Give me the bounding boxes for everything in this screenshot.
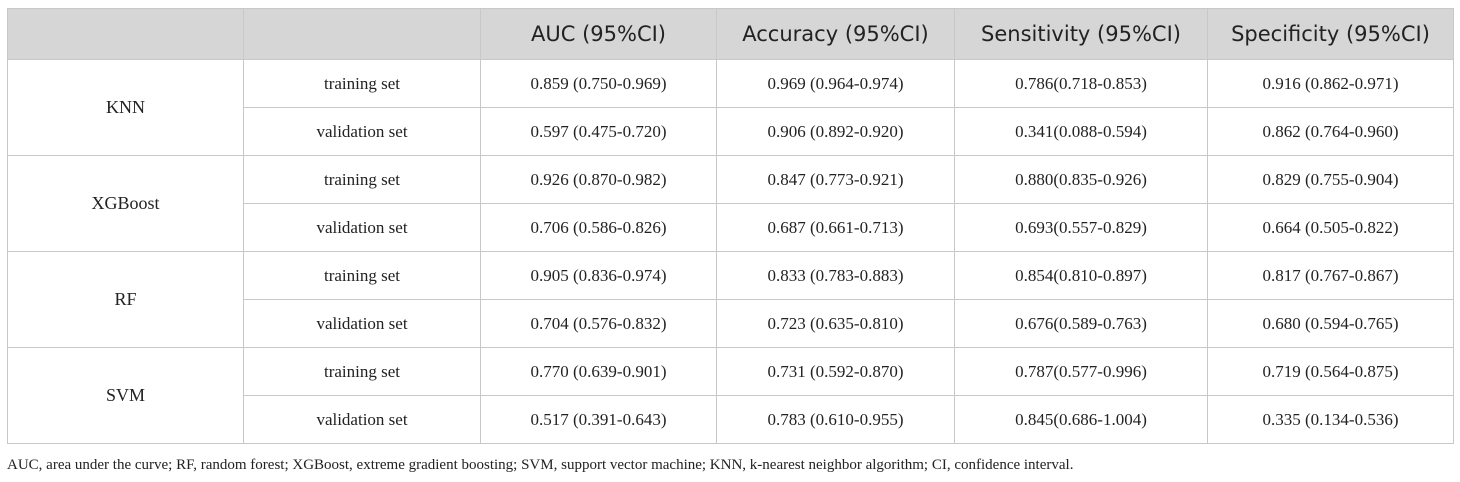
accuracy-value: 0.847 (0.773-0.921) xyxy=(716,155,955,204)
header-model xyxy=(7,8,244,60)
header-accuracy: Accuracy (95%CI) xyxy=(716,8,955,60)
accuracy-value: 0.687 (0.661-0.713) xyxy=(716,203,955,252)
specificity-value: 0.916 (0.862-0.971) xyxy=(1207,59,1454,108)
set-label: training set xyxy=(243,251,481,300)
header-auc: AUC (95%CI) xyxy=(480,8,717,60)
table-row: validation set 0.517 (0.391-0.643) 0.783… xyxy=(8,395,1454,444)
header-set xyxy=(243,8,481,60)
model-name-knn: KNN xyxy=(7,59,244,156)
specificity-value: 0.680 (0.594-0.765) xyxy=(1207,299,1454,348)
specificity-value: 0.817 (0.767-0.867) xyxy=(1207,251,1454,300)
model-name-svm: SVM xyxy=(7,347,244,444)
auc-value: 0.905 (0.836-0.974) xyxy=(480,251,717,300)
specificity-value: 0.664 (0.505-0.822) xyxy=(1207,203,1454,252)
accuracy-value: 0.969 (0.964-0.974) xyxy=(716,59,955,108)
table-row: validation set 0.597 (0.475-0.720) 0.906… xyxy=(8,107,1454,156)
table-footnote: AUC, area under the curve; RF, random fo… xyxy=(7,457,1074,473)
accuracy-value: 0.906 (0.892-0.920) xyxy=(716,107,955,156)
header-sensitivity: Sensitivity (95%CI) xyxy=(954,8,1208,60)
set-label: training set xyxy=(243,347,481,396)
auc-value: 0.859 (0.750-0.969) xyxy=(480,59,717,108)
sensitivity-value: 0.880(0.835-0.926) xyxy=(954,155,1208,204)
sensitivity-value: 0.845(0.686-1.004) xyxy=(954,395,1208,444)
model-name-rf: RF xyxy=(7,251,244,348)
auc-value: 0.517 (0.391-0.643) xyxy=(480,395,717,444)
table-row: KNN training set 0.859 (0.750-0.969) 0.9… xyxy=(7,59,1454,156)
table-row: XGBoost training set 0.926 (0.870-0.982)… xyxy=(7,155,1454,252)
auc-value: 0.770 (0.639-0.901) xyxy=(480,347,717,396)
set-label: training set xyxy=(243,155,481,204)
set-label: validation set xyxy=(243,299,481,348)
sensitivity-value: 0.786(0.718-0.853) xyxy=(954,59,1208,108)
results-table: AUC (95%CI) Accuracy (95%CI) Sensitivity… xyxy=(7,8,1454,444)
auc-value: 0.597 (0.475-0.720) xyxy=(480,107,717,156)
sensitivity-value: 0.676(0.589-0.763) xyxy=(954,299,1208,348)
specificity-value: 0.862 (0.764-0.960) xyxy=(1207,107,1454,156)
specificity-value: 0.335 (0.134-0.536) xyxy=(1207,395,1454,444)
specificity-value: 0.829 (0.755-0.904) xyxy=(1207,155,1454,204)
sensitivity-value: 0.341(0.088-0.594) xyxy=(954,107,1208,156)
header-specificity: Specificity (95%CI) xyxy=(1207,8,1454,60)
accuracy-value: 0.833 (0.783-0.883) xyxy=(716,251,955,300)
auc-value: 0.926 (0.870-0.982) xyxy=(480,155,717,204)
auc-value: 0.706 (0.586-0.826) xyxy=(480,203,717,252)
set-label: validation set xyxy=(243,395,481,444)
table-row: RF training set 0.905 (0.836-0.974) 0.83… xyxy=(7,251,1454,348)
set-label: validation set xyxy=(243,107,481,156)
sensitivity-value: 0.854(0.810-0.897) xyxy=(954,251,1208,300)
model-name-xgboost: XGBoost xyxy=(7,155,244,252)
accuracy-value: 0.723 (0.635-0.810) xyxy=(716,299,955,348)
specificity-value: 0.719 (0.564-0.875) xyxy=(1207,347,1454,396)
set-label: validation set xyxy=(243,203,481,252)
auc-value: 0.704 (0.576-0.832) xyxy=(480,299,717,348)
accuracy-value: 0.731 (0.592-0.870) xyxy=(716,347,955,396)
table-row: SVM training set 0.770 (0.639-0.901) 0.7… xyxy=(7,347,1454,444)
accuracy-value: 0.783 (0.610-0.955) xyxy=(716,395,955,444)
sensitivity-value: 0.693(0.557-0.829) xyxy=(954,203,1208,252)
table-row: validation set 0.704 (0.576-0.832) 0.723… xyxy=(8,299,1454,348)
sensitivity-value: 0.787(0.577-0.996) xyxy=(954,347,1208,396)
table-header-row: AUC (95%CI) Accuracy (95%CI) Sensitivity… xyxy=(7,8,1454,60)
set-label: training set xyxy=(243,59,481,108)
table-row: validation set 0.706 (0.586-0.826) 0.687… xyxy=(8,203,1454,252)
